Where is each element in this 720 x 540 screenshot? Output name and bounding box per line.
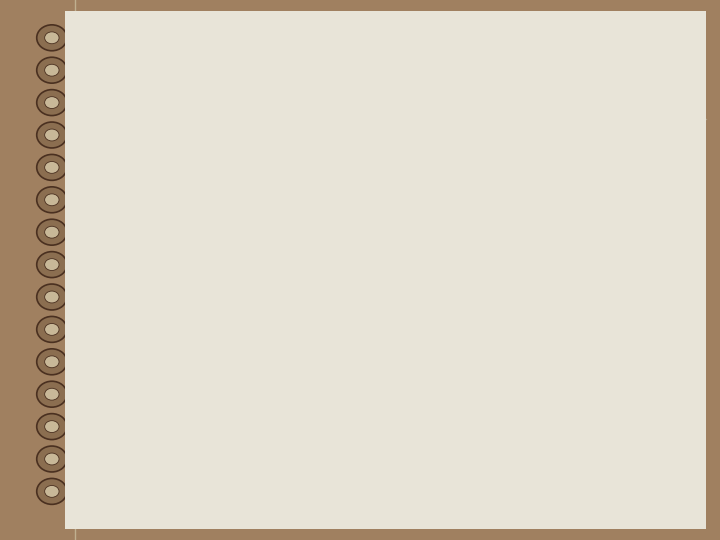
Ellipse shape — [45, 129, 59, 141]
Ellipse shape — [45, 323, 59, 335]
Text: Parallelogram side: Parallelogram side — [97, 32, 318, 52]
Ellipse shape — [37, 316, 67, 342]
Ellipse shape — [45, 485, 59, 497]
Ellipse shape — [45, 356, 59, 368]
Ellipse shape — [37, 252, 67, 278]
Text: 20 = 2x: 20 = 2x — [97, 439, 168, 457]
Text: 1 = 2x - 19: 1 = 2x - 19 — [97, 401, 197, 420]
Ellipse shape — [37, 478, 67, 504]
Text: Since opposite sides are congruent, then AB = DC: Since opposite sides are congruent, then… — [122, 323, 547, 341]
Ellipse shape — [45, 161, 59, 173]
Text: B: B — [436, 85, 449, 104]
Ellipse shape — [37, 154, 67, 180]
Ellipse shape — [37, 187, 67, 213]
Text: A: A — [199, 85, 212, 104]
Ellipse shape — [45, 291, 59, 303]
Ellipse shape — [37, 90, 67, 116]
Text: 10 = x: 10 = x — [97, 477, 157, 495]
FancyBboxPatch shape — [603, 498, 613, 510]
Ellipse shape — [45, 32, 59, 44]
Polygon shape — [588, 472, 629, 489]
Text: 2x + 1 = 4x - 19: 2x + 1 = 4x - 19 — [97, 363, 246, 382]
FancyBboxPatch shape — [590, 489, 626, 510]
Ellipse shape — [45, 388, 59, 400]
Ellipse shape — [37, 414, 67, 440]
Ellipse shape — [45, 421, 59, 433]
Ellipse shape — [37, 219, 67, 245]
Ellipse shape — [45, 194, 59, 206]
Text: E: E — [309, 147, 322, 166]
Ellipse shape — [45, 453, 59, 465]
Ellipse shape — [37, 349, 67, 375]
Ellipse shape — [37, 57, 67, 83]
Ellipse shape — [37, 381, 67, 407]
Polygon shape — [180, 119, 432, 216]
Ellipse shape — [37, 25, 67, 51]
FancyBboxPatch shape — [585, 467, 631, 512]
Text: C: C — [400, 222, 414, 240]
Ellipse shape — [37, 284, 67, 310]
Text: If AB = 2x + 1 and DC = 4x – 19, find x.: If AB = 2x + 1 and DC = 4x – 19, find x. — [97, 285, 463, 303]
Ellipse shape — [45, 64, 59, 76]
Ellipse shape — [45, 259, 59, 271]
Ellipse shape — [37, 446, 67, 472]
Ellipse shape — [45, 97, 59, 109]
Ellipse shape — [37, 122, 67, 148]
Text: D: D — [160, 222, 174, 240]
Ellipse shape — [45, 226, 59, 238]
